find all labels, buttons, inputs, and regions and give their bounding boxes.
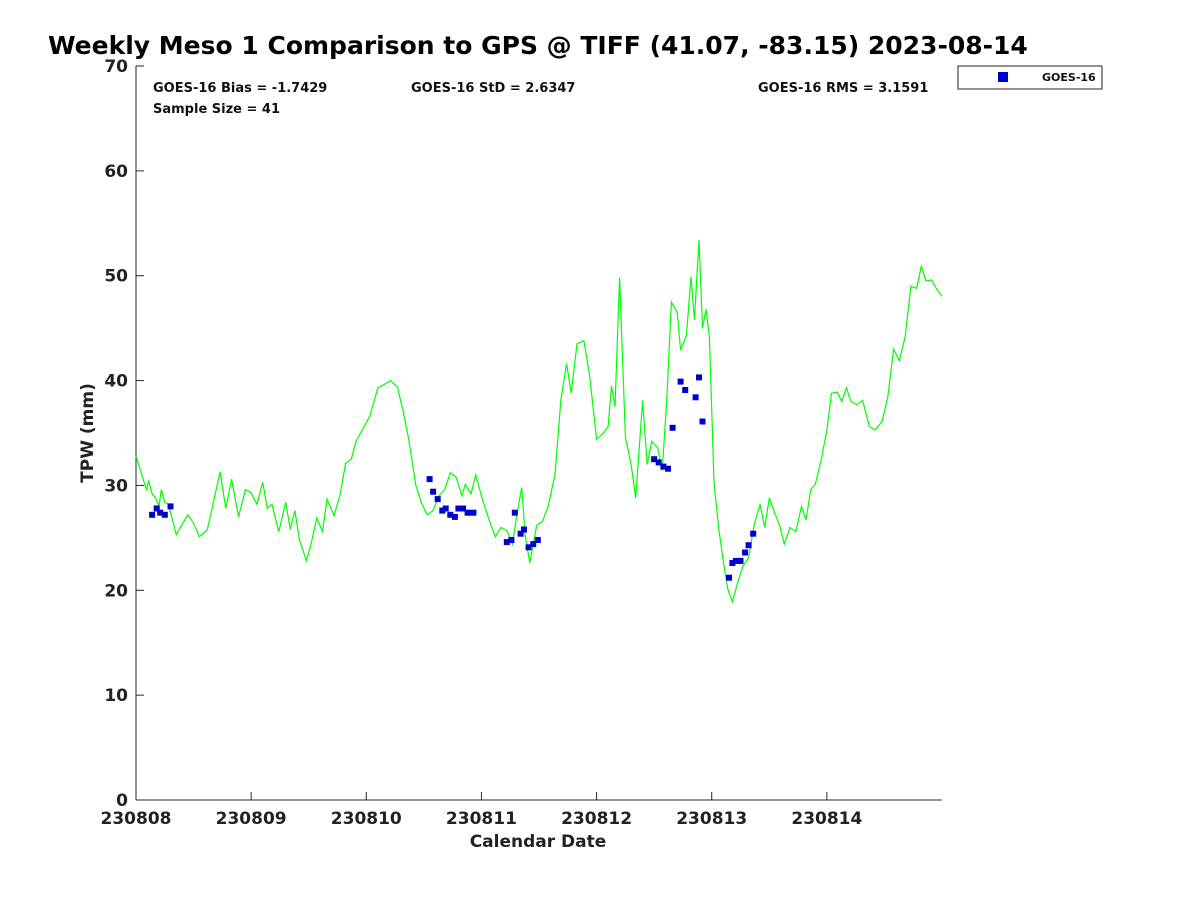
- goes16-data-point: [696, 374, 702, 381]
- legend-marker-goes16: [998, 72, 1008, 82]
- x-tick-label: 230814: [791, 809, 862, 829]
- x-axis-label: Calendar Date: [470, 832, 607, 852]
- goes16-data-point: [525, 544, 532, 551]
- y-tick-label: 40: [104, 372, 128, 392]
- goes16-data-point: [157, 509, 164, 516]
- y-axis-label: TPW (mm): [78, 383, 98, 483]
- goes16-data-point: [153, 505, 160, 512]
- goes16-data-point: [660, 463, 667, 470]
- goes16-data-point: [464, 509, 471, 516]
- goes16-data-point: [737, 557, 744, 564]
- y-tick-label: 0: [116, 791, 128, 811]
- goes16-data-point: [167, 503, 174, 510]
- x-tick-label: 230813: [676, 809, 747, 829]
- goes16-data-point: [447, 511, 454, 518]
- bias-stat: GOES-16 Bias = -1.7429: [153, 81, 327, 96]
- goes16-data-point: [651, 456, 658, 463]
- goes16-data-point: [669, 424, 676, 431]
- std-stat: GOES-16 StD = 2.6347: [411, 81, 575, 96]
- y-tick-label: 60: [104, 162, 128, 182]
- y-tick-label: 70: [104, 57, 128, 77]
- goes16-data-point: [442, 505, 449, 512]
- x-tick-label: 230809: [216, 809, 287, 829]
- y-tick-label: 10: [104, 686, 128, 706]
- goes16-data-point: [726, 574, 732, 581]
- sample-size-stat: Sample Size = 41: [153, 102, 280, 117]
- legend-label-goes16: GOES-16: [1042, 71, 1096, 84]
- goes16-data-point: [511, 509, 518, 516]
- legend-box: [957, 65, 1103, 90]
- x-tick-label: 230808: [101, 809, 172, 829]
- goes16-data-point: [745, 542, 752, 549]
- goes16-data-point: [430, 488, 437, 495]
- goes16-data-point: [517, 530, 524, 537]
- goes16-data-point: [508, 537, 515, 543]
- series-layer: [135, 240, 943, 604]
- goes16-data-point: [665, 465, 671, 472]
- goes16-data-point: [455, 505, 462, 512]
- goes16-data-point: [692, 394, 699, 401]
- gps-series-line: [135, 240, 943, 604]
- goes16-data-point: [503, 539, 510, 546]
- goes16-data-point: [434, 496, 441, 503]
- goes16-data-point: [729, 560, 736, 566]
- x-tick-label: 230811: [446, 809, 517, 829]
- x-tick-label: 230810: [331, 809, 402, 829]
- goes16-data-point: [460, 505, 466, 512]
- goes16-data-point: [742, 549, 749, 556]
- goes16-data-point: [534, 537, 541, 543]
- goes16-data-point: [426, 476, 433, 483]
- goes16-data-point: [451, 513, 458, 520]
- y-tick-label: 20: [104, 581, 128, 601]
- x-axis-ticks: 230808 230809 230810 230811 230812 230813 2308…: [101, 792, 863, 829]
- goes16-data-point: [161, 511, 168, 518]
- goes16-data-point: [682, 387, 689, 393]
- goes16-data-point: [470, 509, 477, 516]
- y-tick-label: 30: [104, 476, 128, 496]
- rms-stat: GOES-16 RMS = 3.1591: [758, 81, 928, 96]
- goes16-data-point: [750, 530, 757, 537]
- y-axis-ticks: 0 10 20 30 40 50 60 70: [104, 57, 144, 811]
- goes16-data-point: [655, 459, 662, 466]
- goes16-data-point: [149, 511, 156, 518]
- goes16-data-point: [530, 541, 537, 548]
- legend: GOES-16: [957, 65, 1103, 90]
- goes16-data-point: [521, 526, 527, 533]
- chart-title: Weekly Meso 1 Comparison to GPS @ TIFF (…: [48, 31, 1028, 60]
- goes16-data-point: [677, 378, 684, 385]
- plot-area: 0 10 20 30 40 50 60 70 230808 230809 230810 230811…: [101, 57, 943, 829]
- y-tick-label: 50: [104, 267, 128, 287]
- x-tick-label: 230812: [561, 809, 632, 829]
- goes16-data-point: [439, 507, 446, 514]
- goes16-data-point: [699, 418, 706, 425]
- goes16-data-point: [732, 557, 739, 564]
